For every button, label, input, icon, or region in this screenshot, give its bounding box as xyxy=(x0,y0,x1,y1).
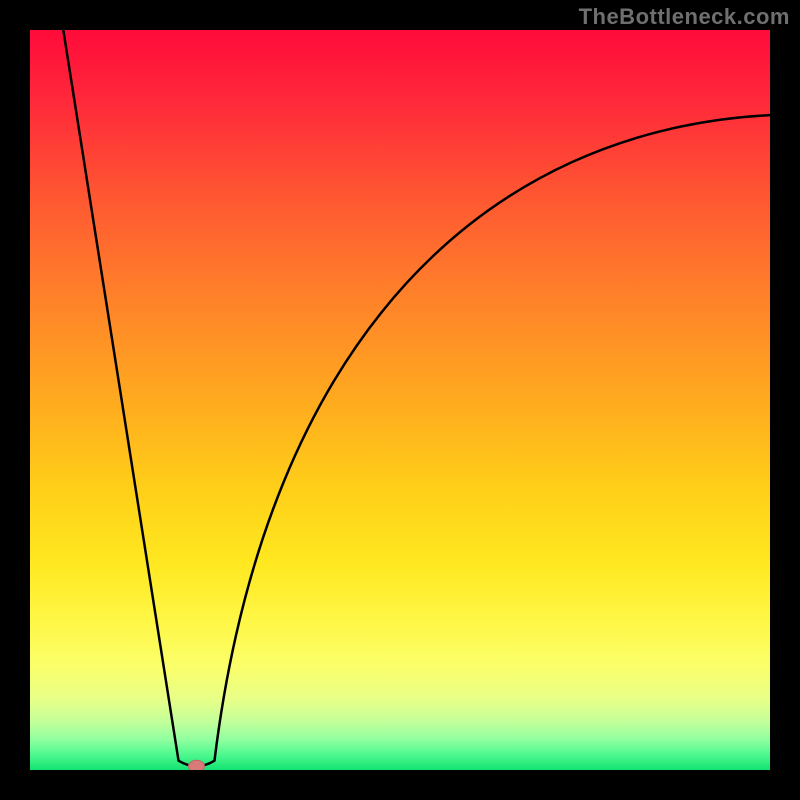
chart-frame xyxy=(770,30,800,770)
chart-container: TheBottleneck.com xyxy=(0,0,800,800)
chart-frame xyxy=(0,30,30,770)
plot-background xyxy=(30,30,770,770)
chart-frame xyxy=(0,770,800,800)
watermark-text: TheBottleneck.com xyxy=(579,4,790,30)
bottleneck-chart xyxy=(0,0,800,800)
